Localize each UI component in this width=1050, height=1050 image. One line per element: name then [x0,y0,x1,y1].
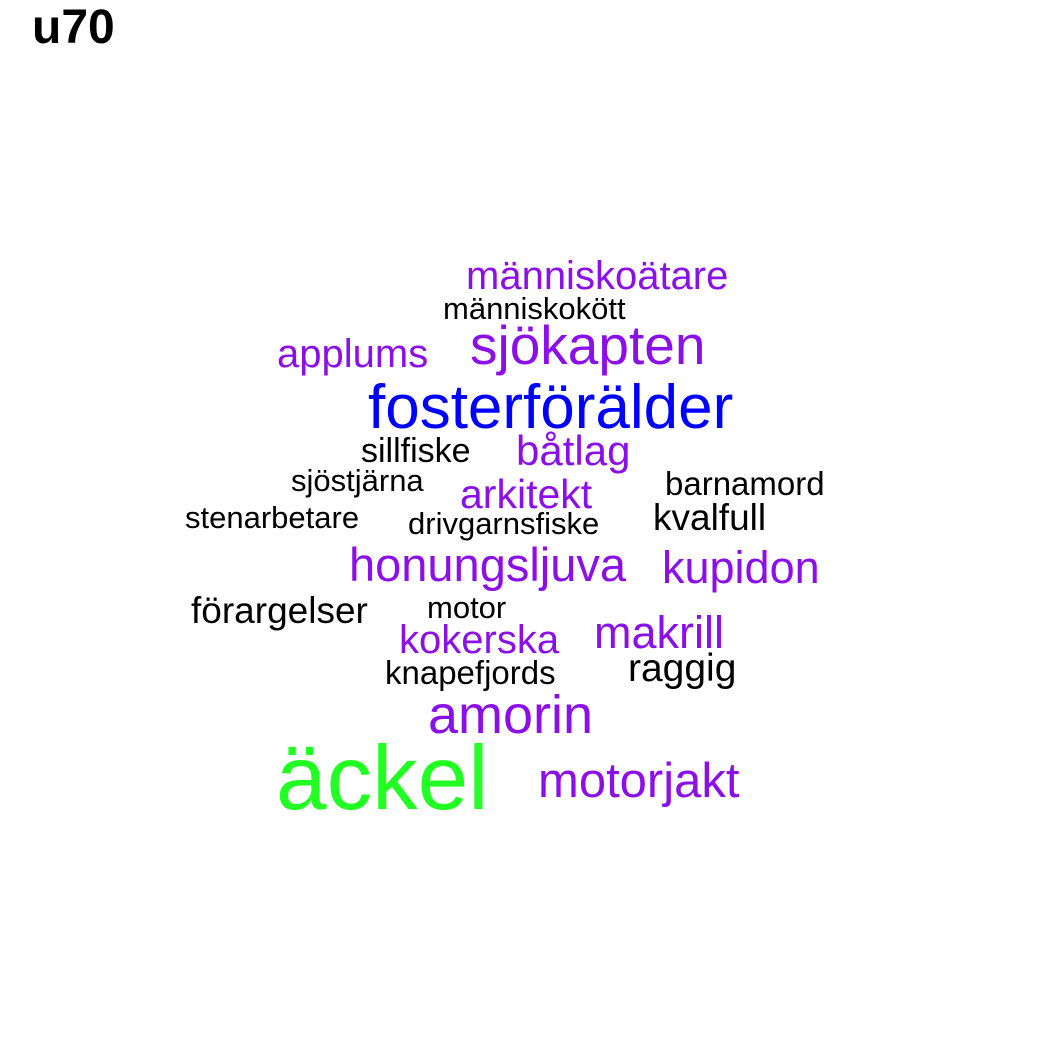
word-manniskokott: människokött [443,291,626,326]
word-kokerska: kokerska [399,618,560,662]
word-honungsljuva: honungsljuva [349,538,626,591]
word-makrill: makrill [594,607,724,658]
word-drivgarnsfiske: drivgarnsfiske [408,506,600,541]
word-barnamord: barnamord [665,465,825,502]
word-kvalfull: kvalfull [653,497,767,538]
word-sillfiske: sillfiske [361,432,471,470]
word-forargelser: förargelser [191,590,368,631]
word-raggig: raggig [628,647,737,690]
word-motorjakt: motorjakt [538,754,740,808]
word-stenarbetare: stenarbetare [185,500,360,535]
word-arkitekt: arkitekt [460,471,593,517]
word-kupidon: kupidon [662,542,820,593]
word-amorin: amorin [428,685,594,745]
page-title: u70 [32,1,115,54]
word-applums: applums [277,332,429,376]
word-manniskoatare: människoätare [466,254,729,298]
word-sjostjarna: sjöstjärna [291,463,424,498]
word-motor: motor [427,590,507,625]
word-fosterforalder: fosterförälder [368,373,734,442]
word-sjokapten: sjökapten [470,314,706,376]
word-knapefjords: knapefjords [385,654,556,691]
word-batlag: båtlag [516,427,631,474]
word-ackel: äckel [276,728,489,829]
